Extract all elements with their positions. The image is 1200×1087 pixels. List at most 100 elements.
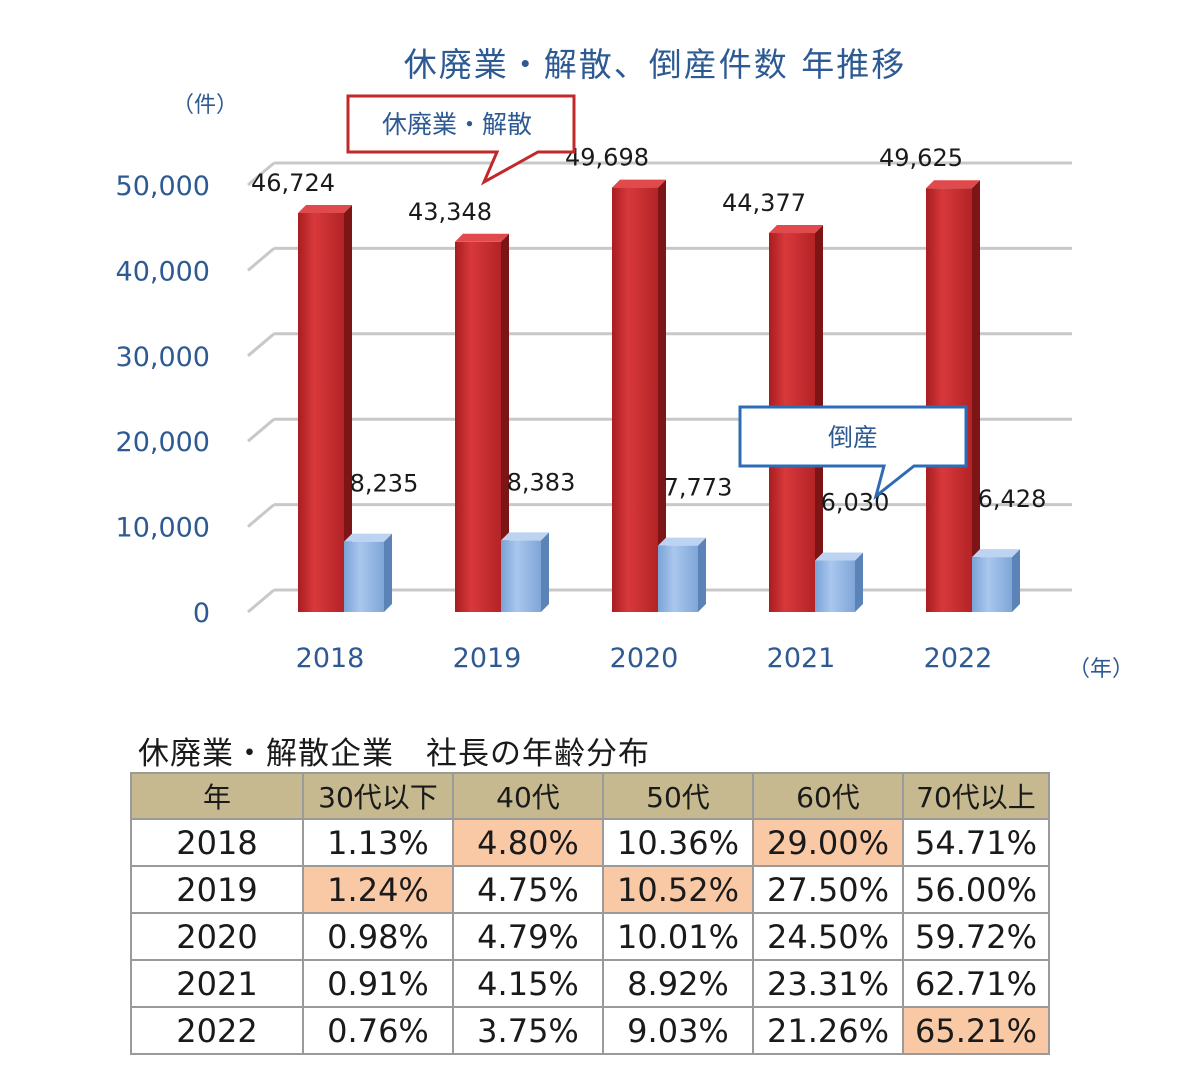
bars <box>298 179 1020 612</box>
header-cell: 30代以下 <box>302 772 454 820</box>
percentage-cell: 0.91% <box>302 959 454 1008</box>
x-tick-label: 2022 <box>924 643 993 674</box>
data-label: 6,428 <box>978 485 1047 513</box>
percentage-cell: 56.00% <box>902 865 1050 914</box>
data-label: 49,625 <box>879 144 963 172</box>
data-label: 8,235 <box>350 470 419 498</box>
gridline-diagonal <box>247 161 275 187</box>
x-tick-label: 2021 <box>767 643 836 674</box>
header-cell: 70代以上 <box>902 772 1050 820</box>
percentage-cell: 8.92% <box>602 959 754 1008</box>
bar-top <box>926 180 980 189</box>
table-header-row: 年 30代以下 40代 50代 60代 70代以上 <box>130 772 1050 820</box>
percentage-cell: 4.75% <box>452 865 604 914</box>
callout-closure: 休廃業・解散 <box>346 94 576 186</box>
percentage-cell: 59.72% <box>902 912 1050 961</box>
y-tick-label: 30,000 <box>116 342 210 373</box>
table-row: 2020 0.98% 4.79% 10.01% 24.50% 59.72% <box>130 912 1050 961</box>
bar-side <box>344 204 352 612</box>
percentage-cell: 23.31% <box>752 959 904 1008</box>
percentage-cell: 1.24% <box>302 865 454 914</box>
gridline-diagonal <box>247 332 275 357</box>
header-cell: 年 <box>130 772 304 820</box>
bar-chart: 休廃業・解散、倒産件数 年推移 （件） （年） 0 10,000 20,000 30,… <box>116 45 1135 682</box>
bar-side <box>855 552 863 612</box>
percentage-cell: 62.71% <box>902 959 1050 1008</box>
data-label: 8,383 <box>507 468 576 496</box>
bar-top <box>501 532 549 541</box>
table-title: 休廃業・解散企業 社長の年齢分布 <box>138 736 650 772</box>
y-tick-label: 0 <box>193 598 210 629</box>
bar-top <box>972 549 1020 558</box>
header-cell: 50代 <box>602 772 754 820</box>
callout-bankruptcy: 倒産 <box>738 405 968 500</box>
percentage-cell: 0.98% <box>302 912 454 961</box>
bar <box>344 541 384 612</box>
percentage-cell: 10.52% <box>602 865 754 914</box>
bar <box>972 557 1012 612</box>
percentage-cell: 21.26% <box>752 1006 904 1055</box>
bar-top <box>815 552 863 561</box>
gridline-diagonal <box>247 418 275 443</box>
x-axis-ticks: 2018 2019 2020 2021 2022 <box>296 643 993 674</box>
y-tick-label: 50,000 <box>116 171 210 202</box>
percentage-cell: 54.71% <box>902 818 1050 867</box>
year-cell: 2019 <box>130 865 304 914</box>
bar-top <box>344 533 392 542</box>
age-distribution-table: 年 30代以下 40代 50代 60代 70代以上 2018 1.13% 4.80%… <box>130 772 1050 1055</box>
x-unit-label: （年） <box>1068 657 1134 682</box>
percentage-cell: 3.75% <box>452 1006 604 1055</box>
bar-side <box>501 233 509 612</box>
bar-side <box>658 179 666 612</box>
percentage-cell: 4.79% <box>452 912 604 961</box>
y-tick-label: 40,000 <box>116 256 210 287</box>
percentage-cell: 24.50% <box>752 912 904 961</box>
y-tick-label: 20,000 <box>116 427 210 458</box>
percentage-cell: 0.76% <box>302 1006 454 1055</box>
bar <box>612 187 658 612</box>
chart-title: 休廃業・解散、倒産件数 年推移 <box>404 45 907 84</box>
bar <box>298 212 344 612</box>
callout-closure-label: 休廃業・解散 <box>382 110 532 139</box>
gridline-diagonal <box>247 247 275 272</box>
y-unit-label: （件） <box>172 93 238 118</box>
bar <box>815 560 855 612</box>
data-label: 49,698 <box>565 144 649 172</box>
year-cell: 2020 <box>130 912 304 961</box>
percentage-cell: 4.15% <box>452 959 604 1008</box>
callout-bankruptcy-label: 倒産 <box>828 423 878 452</box>
bar-top <box>455 233 509 242</box>
data-label: 46,724 <box>251 169 335 197</box>
data-label: 43,348 <box>408 198 492 226</box>
bar-side <box>698 537 706 612</box>
bar-top <box>298 204 352 213</box>
bar-side <box>1012 549 1020 612</box>
percentage-cell: 9.03% <box>602 1006 754 1055</box>
percentage-cell: 10.01% <box>602 912 754 961</box>
year-cell: 2021 <box>130 959 304 1008</box>
percentage-cell: 27.50% <box>752 865 904 914</box>
gridline-diagonal <box>247 588 275 614</box>
percentage-cell: 4.80% <box>452 818 604 867</box>
year-cell: 2022 <box>130 1006 304 1055</box>
table-row: 2021 0.91% 4.15% 8.92% 23.31% 62.71% <box>130 959 1050 1008</box>
y-axis-ticks: 0 10,000 20,000 30,000 40,000 50,000 <box>116 171 210 629</box>
bar-side <box>541 532 549 612</box>
percentage-cell: 29.00% <box>752 818 904 867</box>
table-row: 2019 1.24% 4.75% 10.52% 27.50% 56.00% <box>130 865 1050 914</box>
x-tick-label: 2018 <box>296 643 365 674</box>
bar-top <box>658 537 706 546</box>
bar <box>658 545 698 612</box>
year-cell: 2018 <box>130 818 304 867</box>
data-label: 44,377 <box>722 189 806 217</box>
x-tick-label: 2020 <box>610 643 679 674</box>
table-row: 2018 1.13% 4.80% 10.36% 29.00% 54.71% <box>130 818 1050 867</box>
percentage-cell: 65.21% <box>902 1006 1050 1055</box>
percentage-cell: 1.13% <box>302 818 454 867</box>
x-tick-label: 2019 <box>453 643 522 674</box>
data-label: 7,773 <box>664 474 733 502</box>
gridline-diagonal <box>247 503 275 528</box>
y-tick-label: 10,000 <box>116 513 210 544</box>
bar <box>501 540 541 612</box>
bar-top <box>769 225 823 234</box>
